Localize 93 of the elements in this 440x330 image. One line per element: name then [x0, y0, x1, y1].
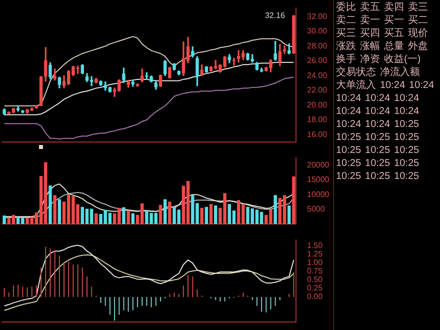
- text: 10:25: [365, 145, 390, 157]
- text: 10:25: [336, 145, 362, 157]
- text: 卖四: [384, 2, 404, 14]
- y-tick-label: 20000: [307, 160, 330, 170]
- text: 10:24: [336, 106, 362, 118]
- text: 10:25: [336, 158, 362, 170]
- text: 10:25: [394, 132, 420, 144]
- text: 外盘: [408, 41, 428, 53]
- y-tick-label: 18.00: [307, 115, 328, 124]
- y-tick-label: 0.50: [307, 275, 324, 284]
- text: 10:24: [336, 93, 362, 105]
- text: 10:25: [365, 132, 390, 144]
- bar: [214, 205, 218, 224]
- text: 10:24: [365, 93, 390, 105]
- text: 大单流入: [336, 80, 376, 92]
- bar: [131, 213, 135, 224]
- y-tick-label: 10000: [307, 190, 330, 199]
- y-tick-label: 1.25: [307, 249, 324, 258]
- text: 买四: [360, 28, 380, 40]
- text: 换手: [336, 54, 356, 66]
- bar: [94, 213, 98, 224]
- bar: [12, 214, 16, 224]
- bar: [90, 208, 94, 224]
- text: 10:24: [365, 106, 390, 118]
- bar: [53, 195, 56, 224]
- y-tick-label: 20.00: [307, 100, 328, 110]
- text: 10:25: [394, 158, 420, 170]
- y-tick-label: 32.00: [307, 12, 328, 21]
- text: 现价: [408, 28, 428, 40]
- y-tick-label: 16.00: [307, 130, 328, 139]
- bar: [158, 204, 162, 224]
- text: 10:25: [365, 171, 390, 183]
- bar: [288, 205, 291, 224]
- text: 收益(一): [384, 54, 421, 66]
- bar: [292, 176, 296, 224]
- y-tick-label: 1.00: [307, 258, 324, 267]
- bar: [122, 207, 126, 224]
- y-tick-label: 0.75: [307, 266, 324, 276]
- y-tick-label: 26.00: [307, 56, 328, 66]
- bar: [108, 212, 112, 224]
- bar: [163, 199, 167, 224]
- y-tick-label: 1.50: [307, 240, 324, 250]
- text: 净流入额: [380, 67, 420, 79]
- bar: [168, 202, 172, 224]
- text: 卖五: [360, 2, 380, 14]
- text: 涨跌: [336, 41, 356, 53]
- text: 买二: [408, 15, 428, 27]
- text: 涨幅: [360, 41, 380, 53]
- bar: [2, 215, 6, 224]
- text: 买五: [384, 28, 404, 40]
- text: 10:24: [409, 80, 434, 92]
- text: 10:25: [394, 145, 420, 157]
- text: 10:25: [336, 132, 362, 144]
- text: 10:25: [394, 119, 420, 131]
- y-tick-label: 22.00: [307, 86, 328, 95]
- text: 10:24: [336, 119, 362, 131]
- bar: [85, 208, 89, 224]
- bar: [274, 195, 277, 224]
- bar: [186, 181, 190, 224]
- text: 买一: [384, 15, 404, 27]
- bar: [48, 185, 52, 224]
- text: 交易状态: [336, 67, 376, 79]
- bar: [200, 208, 204, 224]
- y-tick-label: 24.00: [307, 70, 328, 80]
- bar: [282, 195, 286, 224]
- y-tick-label: 30.00: [307, 26, 328, 36]
- bar: [58, 199, 62, 224]
- text: 10:25: [336, 171, 362, 183]
- text: 10:24: [380, 80, 406, 92]
- bar: [255, 210, 259, 224]
- bar: [278, 198, 282, 224]
- text: 总量: [384, 41, 404, 53]
- text: 买三: [336, 28, 356, 40]
- text: 10:24: [394, 106, 420, 118]
- text: 卖三: [408, 2, 428, 14]
- bar: [260, 212, 264, 224]
- text: 10:24: [394, 93, 420, 105]
- annotation: 32.16: [264, 11, 286, 20]
- bar: [126, 210, 130, 224]
- y-tick-label: 15000: [307, 175, 330, 184]
- text: 卖二: [336, 15, 356, 27]
- text: 10:25: [394, 171, 420, 183]
- y-tick-label: 0.25: [307, 284, 324, 293]
- text: 10:25: [365, 158, 390, 170]
- y-tick-label: 28.00: [307, 41, 328, 50]
- text: 净资: [360, 54, 380, 66]
- bar: [209, 204, 213, 224]
- y-tick-label: 0.00: [307, 292, 324, 302]
- y-tick-label: 5000: [307, 204, 326, 214]
- text: 卖一: [360, 15, 380, 27]
- text: 10:24: [365, 119, 390, 131]
- bar: [204, 206, 208, 224]
- text: 委比: [336, 2, 356, 14]
